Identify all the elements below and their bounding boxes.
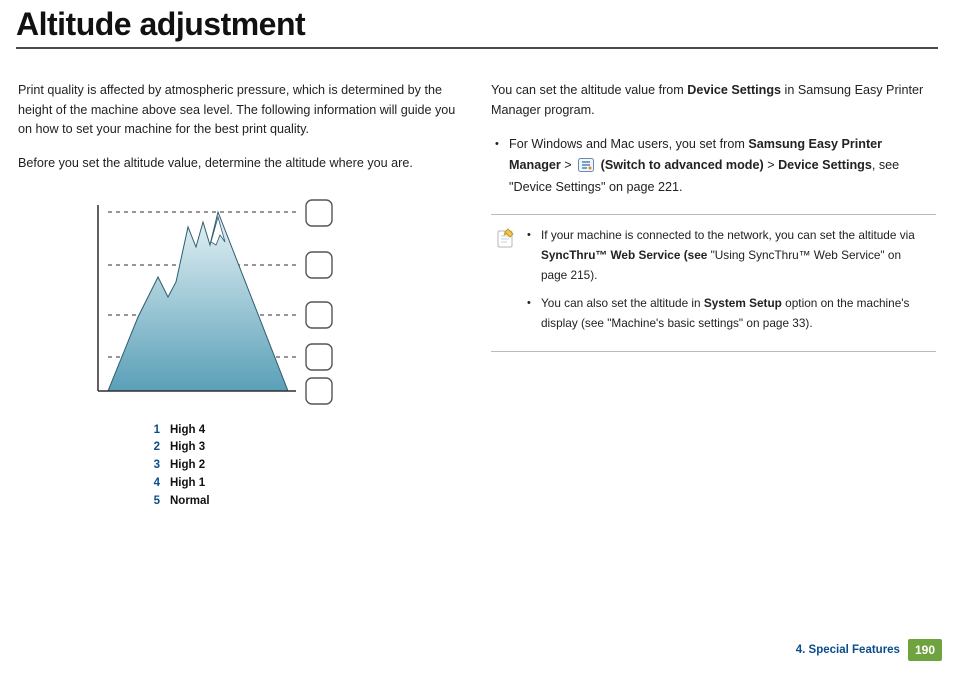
text: "Machine's basic settings" on page 33). xyxy=(607,316,812,330)
text: You can set the altitude value from xyxy=(491,83,687,97)
text: > xyxy=(764,158,778,172)
note-icon xyxy=(495,225,517,341)
note-item: • You can also set the altitude in Syste… xyxy=(527,293,930,333)
legend-number: 3 xyxy=(146,457,160,475)
page-footer: 4. Special Features 190 xyxy=(796,639,942,661)
right-intro: You can set the altitude value from Devi… xyxy=(491,81,936,120)
legend-row: 2 High 3 xyxy=(146,439,463,457)
legend-row: 5 Normal xyxy=(146,493,463,511)
menu-switch-icon xyxy=(578,158,594,172)
legend-row: 4 High 1 xyxy=(146,475,463,493)
note-box: • If your machine is connected to the ne… xyxy=(491,214,936,352)
bullet-marker: • xyxy=(495,134,509,198)
syncthru-label: SyncThru™ Web Service (see xyxy=(541,248,711,262)
page-title: Altitude adjustment xyxy=(16,6,938,43)
device-settings-label-2: Device Settings xyxy=(778,158,872,172)
text: For Windows and Mac users, you set from xyxy=(509,137,748,151)
legend-label: Normal xyxy=(170,493,210,511)
text: > xyxy=(561,158,575,172)
intro-paragraph-2: Before you set the altitude value, deter… xyxy=(18,154,463,174)
device-settings-label: Device Settings xyxy=(687,83,781,97)
bullet-item: • For Windows and Mac users, you set fro… xyxy=(495,134,936,198)
bullet-marker: • xyxy=(527,225,541,285)
intro-paragraph-1: Print quality is affected by atmospheric… xyxy=(18,81,463,140)
note-item: • If your machine is connected to the ne… xyxy=(527,225,930,285)
text: If your machine is connected to the netw… xyxy=(541,228,915,242)
legend-number: 2 xyxy=(146,439,160,457)
legend-number: 1 xyxy=(146,422,160,440)
legend-row: 1 High 4 xyxy=(146,422,463,440)
text: You can also set the altitude in xyxy=(541,296,704,310)
page-number-badge: 190 xyxy=(908,639,942,661)
legend-label: High 1 xyxy=(170,475,205,493)
legend-label: High 2 xyxy=(170,457,205,475)
altitude-diagram xyxy=(68,187,463,414)
left-column: Print quality is affected by atmospheric… xyxy=(18,81,463,511)
bullet-marker: • xyxy=(527,293,541,333)
chapter-label: 4. Special Features xyxy=(796,644,900,656)
legend-number: 5 xyxy=(146,493,160,511)
legend-number: 4 xyxy=(146,475,160,493)
switch-mode-label: (Switch to advanced mode) xyxy=(601,158,764,172)
legend-label: High 4 xyxy=(170,422,205,440)
altitude-legend: 1 High 4 2 High 3 3 High 2 4 High 1 5 No… xyxy=(146,422,463,511)
legend-label: High 3 xyxy=(170,439,205,457)
system-setup-label: System Setup xyxy=(704,296,782,310)
right-column: You can set the altitude value from Devi… xyxy=(491,81,936,511)
legend-row: 3 High 2 xyxy=(146,457,463,475)
